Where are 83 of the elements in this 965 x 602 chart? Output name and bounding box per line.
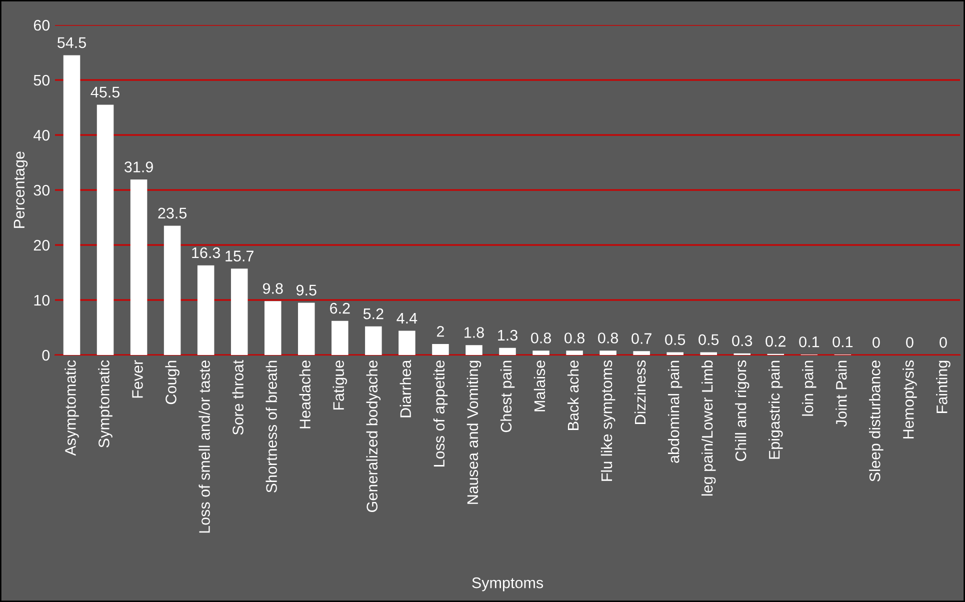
bar — [566, 350, 583, 355]
x-tick-label: Epigastric pain — [768, 360, 783, 459]
bar — [532, 350, 550, 355]
data-label: 0.1 — [832, 336, 853, 348]
bar — [432, 344, 449, 355]
y-tick-label: 20 — [34, 240, 50, 251]
x-tick-label: leg pain/Lower Limb — [701, 360, 716, 496]
bar — [230, 268, 248, 355]
data-label: 1.8 — [464, 327, 484, 338]
bar — [197, 265, 214, 355]
x-tick-label: Joint Pain — [836, 360, 847, 427]
data-label: 0 — [872, 336, 880, 348]
bar — [63, 55, 80, 355]
x-axis-title: Symptoms — [472, 577, 544, 592]
data-label: 0.8 — [530, 332, 551, 344]
x-tick-label: Back ache — [567, 360, 579, 430]
data-label: 31.9 — [124, 162, 153, 172]
bar — [96, 104, 114, 355]
x-tick-label: Chill and rigors — [735, 360, 750, 461]
x-tick-label: Malaise — [534, 360, 546, 412]
data-label: 1.3 — [498, 330, 518, 341]
data-label: 0.7 — [632, 333, 652, 344]
x-tick-label: Fatigue — [332, 360, 348, 410]
y-tick-label: 40 — [34, 130, 50, 141]
bar — [164, 226, 181, 355]
x-tick-label: abdominal pain — [668, 360, 682, 463]
y-tick-label: 60 — [34, 20, 50, 31]
bar — [666, 352, 684, 355]
y-tick-label: 0 — [42, 350, 50, 361]
data-label: 0 — [940, 336, 947, 348]
data-label: 45.5 — [90, 86, 120, 98]
data-label: 15.7 — [226, 250, 254, 262]
y-axis-title: Percentage — [14, 152, 28, 228]
bar — [633, 351, 650, 355]
bar — [332, 320, 348, 355]
x-tick-label: Cough — [165, 360, 180, 404]
x-tick-label: Chest pain — [500, 360, 515, 432]
data-label: 5.2 — [363, 308, 384, 320]
data-label: 4.4 — [396, 312, 418, 324]
data-label: 16.3 — [192, 247, 220, 258]
x-tick-label: Flu like symptoms — [600, 360, 616, 481]
data-label: 0.8 — [564, 332, 584, 344]
y-tick-label: 50 — [34, 74, 50, 86]
data-label: 54.5 — [58, 37, 86, 48]
x-tick-label: Fainting — [936, 360, 950, 413]
data-label: 0.1 — [799, 336, 820, 348]
bar — [365, 326, 382, 355]
data-label: 0.5 — [665, 334, 686, 346]
data-label: 6.2 — [330, 302, 350, 314]
x-tick-label: Dizziness — [634, 360, 646, 424]
x-tick-label: Fever — [132, 360, 143, 398]
data-label: 23.5 — [158, 208, 187, 219]
x-tick-label: Loss of appetite — [433, 360, 448, 466]
y-tick-label: 30 — [34, 184, 50, 196]
data-label: 9.5 — [296, 284, 316, 296]
bar — [466, 345, 482, 355]
data-label: 2 — [436, 326, 444, 337]
x-tick-label: Generalized bodyache — [366, 360, 381, 512]
x-tick-label: Hemoptysis — [902, 360, 917, 438]
bar — [264, 301, 282, 355]
x-tick-label: Nausea and Vomiting — [466, 360, 482, 504]
data-label: 0 — [906, 336, 914, 348]
x-tick-label: Diarrhea — [400, 360, 412, 418]
bar — [398, 330, 416, 355]
data-label: 0.8 — [598, 332, 618, 344]
bar — [600, 350, 616, 355]
data-label: 0.5 — [698, 334, 719, 346]
x-tick-label: Shortness of breath — [266, 360, 277, 492]
x-tick-label: Sleep disturbance — [869, 360, 884, 482]
x-tick-label: Headache — [299, 360, 310, 428]
x-tick-label: Loss of smell and/or taste — [198, 360, 210, 533]
x-tick-label: Sore throat — [232, 360, 244, 435]
x-tick-label: Symptomatic — [98, 360, 112, 448]
x-tick-label: Asymptomatic — [64, 360, 79, 456]
y-tick-label: 10 — [34, 294, 50, 306]
bar — [700, 352, 717, 355]
bar — [499, 348, 516, 355]
data-label: 9.8 — [262, 283, 283, 294]
x-tick-label: loin pain — [802, 360, 816, 416]
bar — [130, 180, 148, 355]
data-label: 0.2 — [766, 336, 786, 347]
bar — [298, 302, 315, 355]
data-label: 0.3 — [732, 335, 752, 346]
